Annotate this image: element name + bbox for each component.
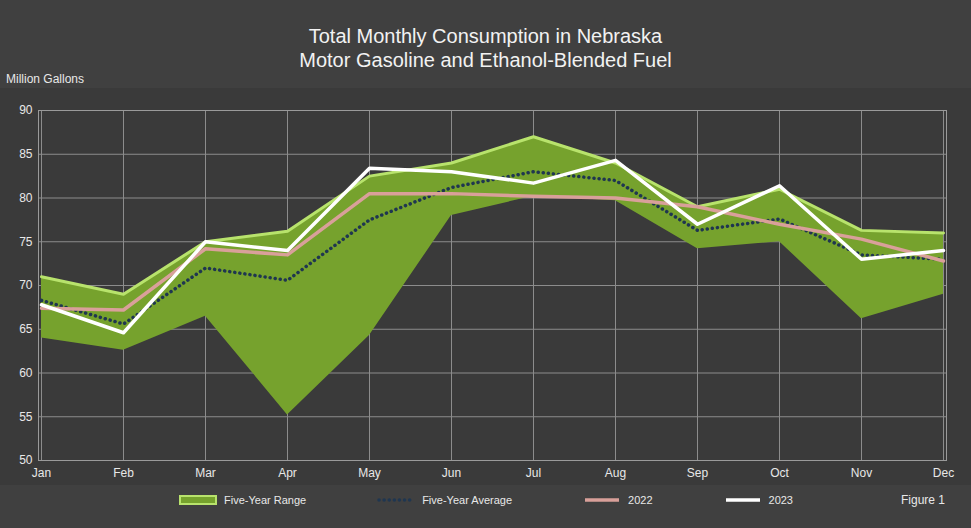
svg-text:Mar: Mar	[195, 466, 216, 480]
html-text:Five-Year Average: Five-Year Average	[422, 494, 512, 506]
svg-text:Aug: Aug	[605, 466, 626, 480]
svg-text:Apr: Apr	[278, 466, 297, 480]
html-text:Five-Year Range: Five-Year Range	[224, 494, 307, 506]
html-text:2022: 2022	[628, 494, 653, 506]
svg-text:Jun: Jun	[442, 466, 461, 480]
html-text:Million Gallons: Million Gallons	[6, 72, 84, 86]
svg-text:Sep: Sep	[687, 466, 709, 480]
svg-text:Jan: Jan	[32, 466, 51, 480]
svg-text:50: 50	[19, 453, 33, 467]
svg-text:70: 70	[19, 278, 33, 292]
html-text:Total Monthly Consumption in N: Total Monthly Consumption in Nebraska	[308, 25, 663, 47]
svg-text:60: 60	[19, 366, 33, 380]
svg-text:Dec: Dec	[933, 466, 954, 480]
html-text:Motor Gasoline and Ethanol-Ble: Motor Gasoline and Ethanol-Blended Fuel	[299, 49, 672, 71]
svg-text:90: 90	[19, 103, 33, 117]
svg-text:75: 75	[19, 235, 33, 249]
svg-text:Nov: Nov	[851, 466, 872, 480]
svg-text:80: 80	[19, 191, 33, 205]
svg-text:Feb: Feb	[113, 466, 134, 480]
svg-text:May: May	[358, 466, 381, 480]
svg-text:Jul: Jul	[526, 466, 541, 480]
svg-text:85: 85	[19, 147, 33, 161]
svg-text:55: 55	[19, 410, 33, 424]
svg-text:65: 65	[19, 322, 33, 336]
svg-text:Oct: Oct	[770, 466, 789, 480]
html-text:Figure 1: Figure 1	[901, 493, 945, 507]
html-text:2023: 2023	[768, 494, 793, 506]
